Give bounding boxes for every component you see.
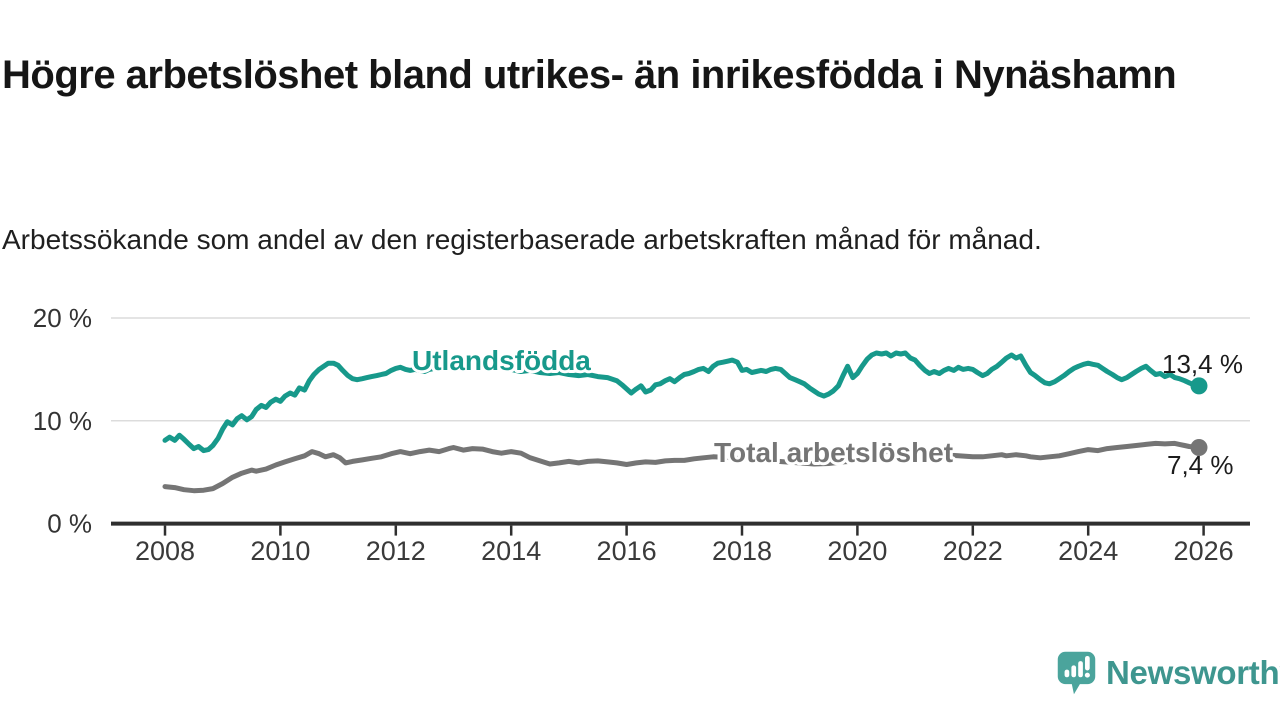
bar-chart-bar-small	[1064, 669, 1070, 678]
page-subtitle: Arbetssökande som andel av den registerb…	[2, 224, 1042, 255]
series-label: Total arbetslöshet	[714, 437, 953, 468]
x-axis-labels: 2008 2010 2012 2014 2016 2018 2020 2022 2024 2026	[135, 536, 1234, 566]
newsworthy-wordmark: Newsworthy	[1106, 654, 1280, 691]
line-total-arbetsloshet	[162, 440, 1202, 494]
exclamation-bar	[1085, 655, 1090, 671]
y-axis-labels: 0 % 10 % 20 %	[33, 303, 92, 539]
end-value-label: 7,4 %	[1167, 450, 1234, 480]
end-point-dot	[1190, 377, 1208, 395]
line-utlandsfodda	[162, 350, 1202, 454]
y-tick-label: 20 %	[33, 303, 92, 333]
end-point-dot	[1190, 439, 1208, 457]
newsworthy-logo: Newsworthy	[1056, 650, 1280, 696]
unemployment-line-chart: 0 % 10 % 20 % 2008 2010 2012 2014 2016 2018 2020…	[33, 303, 1250, 566]
end-value-label: 13,4 %	[1162, 349, 1243, 379]
x-tick-label: 2020	[827, 536, 887, 566]
bar-chart-bar-medium	[1071, 665, 1077, 678]
x-tick-label: 2008	[135, 536, 195, 566]
series-label: Utlandsfödda	[412, 345, 591, 376]
x-tick-label: 2018	[712, 536, 772, 566]
x-axis	[111, 521, 1250, 536]
exclamation-dot	[1084, 672, 1090, 678]
x-tick-label: 2016	[597, 536, 657, 566]
annotations: Utlandsfödda 13,4 % Total arbetslöshet 7,4 …	[409, 342, 1243, 480]
y-tick-label: 10 %	[33, 406, 92, 436]
bar-chart-bar-tall	[1078, 661, 1083, 678]
x-tick-label: 2014	[481, 536, 541, 566]
page-title: Högre arbetslöshet bland utrikes- än inr…	[2, 52, 1177, 97]
data-series	[162, 350, 1208, 494]
x-tick-label: 2012	[366, 536, 426, 566]
newsworthy-logo-icon	[1057, 651, 1096, 695]
gridlines	[111, 317, 1250, 422]
x-tick-label: 2026	[1174, 536, 1234, 566]
x-tick-label: 2024	[1058, 536, 1118, 566]
x-tick-label: 2010	[250, 536, 310, 566]
y-tick-label: 0 %	[47, 509, 92, 539]
x-tick-label: 2022	[943, 536, 1003, 566]
